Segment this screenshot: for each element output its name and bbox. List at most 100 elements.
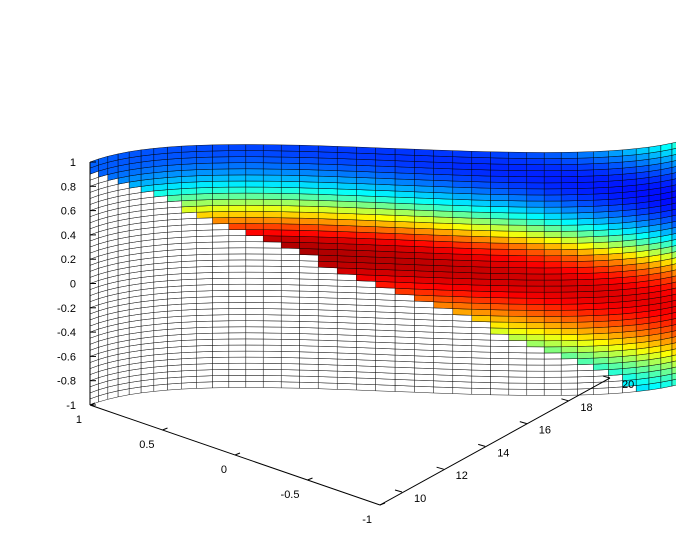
- surface-face: [577, 339, 594, 347]
- surface-face: [414, 215, 434, 224]
- surface-face: [196, 345, 213, 353]
- surface-face: [245, 150, 264, 158]
- surface-face: [280, 308, 300, 316]
- surface-face: [490, 339, 510, 347]
- surface-face: [577, 242, 594, 250]
- surface-face: [299, 230, 319, 238]
- surface-face: [356, 171, 376, 179]
- surface-face: [245, 290, 264, 297]
- surface-face: [560, 230, 578, 238]
- surface-face: [336, 152, 357, 160]
- surface-face: [245, 265, 264, 273]
- surface-face: [526, 291, 545, 299]
- surface-face: [452, 308, 473, 316]
- surface-face: [490, 315, 510, 323]
- surface-face: [336, 376, 357, 385]
- surface-face: [452, 223, 473, 231]
- surface-face: [212, 247, 230, 255]
- surface-face: [471, 211, 491, 219]
- surface-face: [543, 237, 562, 244]
- surface-face: [245, 369, 264, 376]
- surface-face: [299, 217, 319, 225]
- surface-face: [394, 269, 415, 278]
- surface-face: [228, 156, 247, 164]
- surface-face: [262, 162, 282, 170]
- surface-face: [375, 372, 396, 380]
- surface-face: [471, 302, 491, 310]
- surface-face: [394, 385, 415, 393]
- surface-face: [336, 370, 357, 379]
- surface-face: [577, 248, 594, 256]
- surface-face: [433, 192, 454, 200]
- surface-face: [508, 230, 528, 238]
- surface-face: [394, 154, 415, 162]
- surface-face: [471, 151, 491, 159]
- surface-face: [375, 323, 396, 332]
- surface-face: [394, 354, 415, 363]
- surface-face: [317, 175, 338, 184]
- surface-face: [593, 320, 609, 329]
- surface-face: [671, 293, 676, 302]
- surface-face: [577, 199, 594, 208]
- surface-face: [245, 302, 264, 309]
- surface-face: [181, 339, 197, 347]
- surface-face: [471, 272, 491, 280]
- surface-face: [317, 345, 338, 354]
- surface-face: [356, 365, 376, 373]
- surface-face: [671, 184, 676, 192]
- surface-face: [375, 177, 396, 186]
- surface-face: [471, 163, 491, 171]
- surface-face: [228, 350, 247, 358]
- surface-face: [433, 180, 454, 188]
- surface-face: [471, 175, 491, 183]
- surface-face: [414, 197, 434, 205]
- surface-face: [526, 243, 545, 250]
- surface-face: [375, 317, 396, 325]
- surface-face: [394, 233, 415, 241]
- surface-face: [336, 322, 357, 330]
- surface-face: [228, 259, 247, 267]
- surface-face: [526, 182, 545, 190]
- surface-face: [593, 272, 609, 280]
- surface-face: [452, 290, 473, 298]
- surface-face: [212, 314, 230, 322]
- surface-face: [452, 253, 473, 261]
- surface-face: [593, 314, 609, 322]
- surface-face: [526, 152, 545, 159]
- surface-face: [262, 350, 282, 358]
- surface-face: [394, 178, 415, 186]
- surface-face: [196, 320, 213, 328]
- surface-face: [471, 296, 491, 304]
- x-tick-mark: [89, 402, 96, 406]
- surface-face: [433, 228, 454, 236]
- surface-face: [262, 174, 282, 182]
- surface-face: [671, 196, 676, 205]
- surface-face: [181, 321, 197, 329]
- surface-face: [262, 217, 282, 225]
- surface-face: [414, 258, 434, 266]
- surface-face: [196, 272, 213, 280]
- surface-face: [671, 227, 676, 235]
- surface-face: [228, 144, 247, 151]
- surface-face: [212, 344, 230, 352]
- surface-face: [671, 141, 676, 150]
- surface-face: [526, 389, 545, 396]
- surface-face: [336, 194, 357, 202]
- surface-face: [671, 330, 676, 338]
- surface-face: [394, 196, 415, 205]
- surface-face: [375, 347, 396, 356]
- surface-face: [490, 260, 510, 268]
- surface-face: [245, 174, 264, 182]
- surface-face: [228, 217, 247, 224]
- surface-face: [508, 243, 528, 250]
- surface-face: [317, 260, 338, 269]
- surface-face: [212, 199, 230, 206]
- surface-face: [317, 352, 338, 360]
- surface-face: [433, 271, 454, 279]
- surface-face: [671, 366, 676, 375]
- surface-face: [245, 211, 264, 218]
- surface-face: [414, 379, 434, 388]
- surface-face: [414, 325, 434, 333]
- surface-face: [299, 321, 319, 329]
